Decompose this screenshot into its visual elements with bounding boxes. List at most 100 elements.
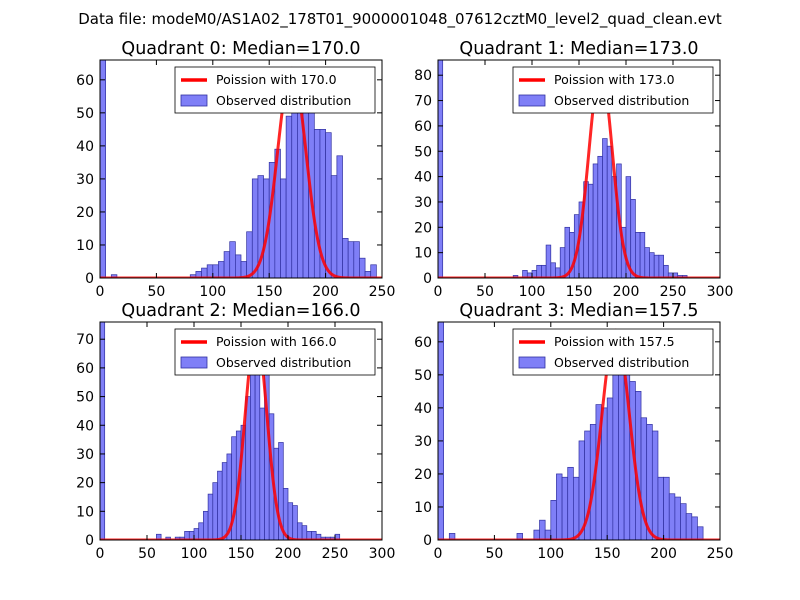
histogram-bar [663,476,670,540]
x-tick-label: 100 [519,284,546,300]
y-tick-label: 70 [414,94,432,110]
histogram-bar [592,163,599,278]
x-tick-label: 150 [256,284,283,300]
x-tick-label: 100 [181,546,208,562]
histogram-bar [313,129,321,278]
legend: Poission with 157.5 Observed distribution [512,328,714,376]
histogram-bar [218,261,225,278]
y-tick-label: 50 [414,144,432,160]
x-tick-label: 300 [707,284,734,300]
histogram-bar [588,183,594,278]
histogram-bar [556,473,563,540]
y-tick-label: 0 [85,271,94,287]
histogram-bar [207,493,214,540]
histogram-bar [644,247,650,278]
x-tick-label: 0 [96,284,105,300]
x-tick-label: 50 [147,284,165,300]
histogram-bar [606,397,614,540]
subplot-quadrant-2: 0 50 100 150 200 250 300 0 10 20 30 40 50 60 70 Quadran… [76,301,395,562]
x-tick-label: 300 [369,546,396,562]
y-tick-label: 20 [76,205,94,221]
y-tick-label: 0 [423,271,432,287]
histogram-bar [250,350,256,540]
legend: Poission with 170.0 Observed distribution [174,66,376,114]
histogram-bar [287,502,294,540]
histogram-bar [536,264,542,278]
histogram-bar [618,367,625,540]
histogram-bar [156,533,162,540]
histogram-bar [539,519,546,540]
histogram-bar [347,241,355,278]
histogram-bar [342,238,349,278]
histogram-bar [198,522,204,540]
y-tick-label: 50 [76,390,94,406]
x-tick-label: 150 [228,546,255,562]
histogram-bar [330,175,338,278]
y-tick-label: 60 [414,119,432,135]
histogram-bar [259,407,265,540]
x-tick-label: 150 [594,546,621,562]
histogram-bar [325,132,332,278]
x-tick-label: 100 [537,546,564,562]
histogram-bar [212,264,219,278]
legend: Poission with 173.0 Observed distribution [512,66,714,114]
x-tick-label: 250 [707,546,734,562]
subplot-quadrant-0: 0 50 100 150 200 250 0 10 20 30 40 50 60 Quadrant 0: … [76,39,395,300]
y-tick-label: 50 [76,106,94,122]
x-tick-label: 250 [660,284,687,300]
y-tick-label: 20 [414,467,432,483]
histogram-bar [651,430,659,540]
legend-box [174,328,376,376]
histogram-bar [653,254,660,278]
y-tick-label: 40 [414,170,432,186]
histogram-bar [658,254,664,278]
histogram-bar [235,254,242,278]
figure-suptitle: Data file: modeM0/AS1A02_178T01_90000010… [78,10,722,29]
histogram-bar [602,138,608,278]
legend-line-label: Poission with 170.0 [216,72,337,87]
subplot-title: Quadrant 2: Median=166.0 [121,301,360,321]
histogram-bar [193,528,200,540]
histogram-bar [550,500,557,540]
histogram-bar [246,231,253,278]
legend: Poission with 166.0 Observed distribution [174,328,376,376]
legend-line-label: Poission with 166.0 [216,334,337,349]
axes-frame [99,59,383,279]
histogram-bar [561,476,569,540]
histogram-bar [697,526,704,540]
y-tick-label: 80 [414,68,432,84]
plot-content [100,60,382,278]
histogram-bar [649,252,655,278]
subplot-quadrant-3: 0 50 100 150 200 250 0 10 20 30 40 50 60 Quadrant 3: … [414,301,733,562]
legend-box [174,66,376,114]
legend-bar-swatch [180,94,208,107]
histogram-bar [567,466,574,540]
histogram-bar [646,424,653,540]
histogram-bar [100,60,106,278]
histogram-bar [685,513,693,540]
y-tick-label: 60 [414,335,432,351]
y-tick-label: 40 [414,401,432,417]
histogram-bar [612,367,619,540]
histogram-bar [280,178,287,278]
y-tick-label: 40 [76,418,94,434]
subplot-quadrant-1: 0 50 100 150 200 250 300 0 10 20 30 40 50 60 70 80 Quadr… [414,39,733,300]
histogram-bar [212,482,218,540]
poisson-curve [100,330,382,540]
subplot-title: Quadrant 3: Median=157.5 [459,301,698,321]
histogram-bar [550,262,556,278]
y-tick-label: 30 [414,434,432,450]
legend-box [512,328,714,376]
histogram-bar [663,264,669,278]
histogram-bar [680,503,687,540]
subplot-title: Quadrant 1: Median=173.0 [459,39,698,59]
histogram-bar [336,155,343,278]
histogram-bar [601,407,608,540]
histogram-bar [370,264,377,278]
histogram-bar [245,396,251,540]
x-tick-label: 0 [434,546,443,562]
axes-frame [437,321,721,541]
histogram-bar [691,516,698,540]
